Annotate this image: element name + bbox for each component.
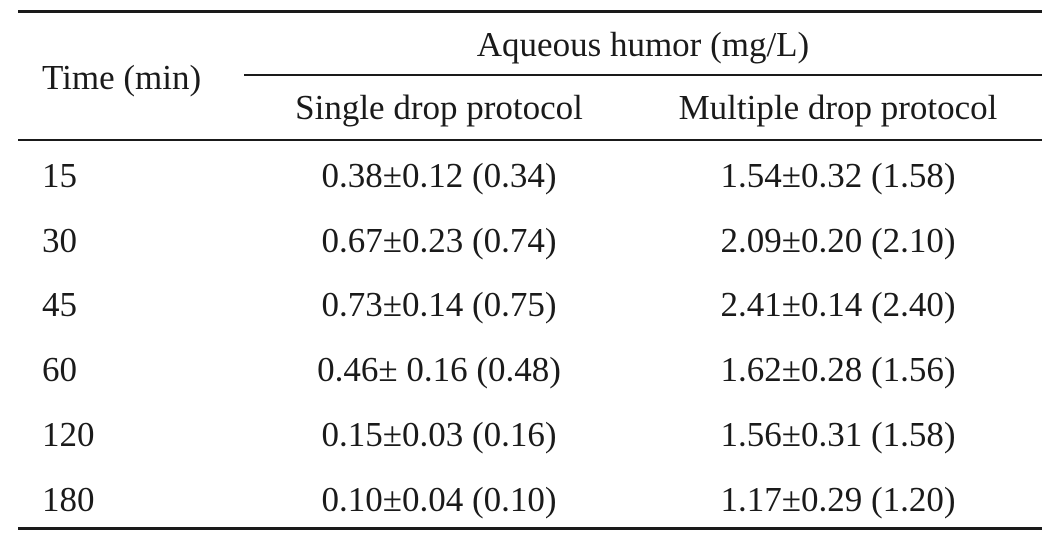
table-row: 45 0.73±0.14 (0.75) 2.41±0.14 (2.40)	[18, 272, 1042, 338]
time-column-header: Time (min)	[42, 58, 202, 97]
time-cell: 180	[42, 480, 95, 519]
time-cell: 60	[42, 350, 77, 389]
time-cell: 45	[42, 285, 77, 324]
single-drop-cell: 0.15±0.03 (0.16)	[321, 415, 557, 454]
single-drop-cell: 0.73±0.14 (0.75)	[321, 285, 557, 324]
header-bottom-rule	[18, 139, 1042, 141]
single-drop-cell: 0.67±0.23 (0.74)	[321, 221, 557, 260]
multiple-drop-cell: 1.62±0.28 (1.56)	[720, 350, 956, 389]
single-drop-cell: 0.38±0.12 (0.34)	[321, 156, 557, 195]
table-row: 15 0.38±0.12 (0.34) 1.54±0.32 (1.58)	[18, 143, 1042, 209]
table-row: 30 0.67±0.23 (0.74) 2.09±0.20 (2.10)	[18, 208, 1042, 274]
table-row: 180 0.10±0.04 (0.10) 1.17±0.29 (1.20)	[18, 467, 1042, 533]
multiple-drop-column-header: Multiple drop protocol	[678, 88, 998, 127]
multiple-drop-cell: 1.54±0.32 (1.58)	[720, 156, 956, 195]
time-cell: 30	[42, 221, 77, 260]
multiple-drop-cell: 2.09±0.20 (2.10)	[720, 221, 956, 260]
single-drop-column-header: Single drop protocol	[295, 88, 583, 127]
multiple-drop-cell: 1.56±0.31 (1.58)	[720, 415, 956, 454]
table-top-rule	[18, 10, 1042, 13]
multiple-drop-cell: 1.17±0.29 (1.20)	[720, 480, 956, 519]
aqueous-humor-group-header: Aqueous humor (mg/L)	[476, 25, 810, 64]
single-drop-cell: 0.10±0.04 (0.10)	[321, 480, 557, 519]
multiple-drop-cell: 2.41±0.14 (2.40)	[720, 285, 956, 324]
single-drop-cell: 0.46± 0.16 (0.48)	[317, 350, 561, 389]
table-row: 120 0.15±0.03 (0.16) 1.56±0.31 (1.58)	[18, 402, 1042, 468]
data-table: Time (min) Aqueous humor (mg/L) Single d…	[18, 0, 1042, 541]
table-row: 60 0.46± 0.16 (0.48) 1.62±0.28 (1.56)	[18, 337, 1042, 403]
table-bottom-rule	[18, 527, 1042, 530]
time-cell: 120	[42, 415, 95, 454]
group-header-rule	[244, 74, 1042, 76]
time-cell: 15	[42, 156, 77, 195]
